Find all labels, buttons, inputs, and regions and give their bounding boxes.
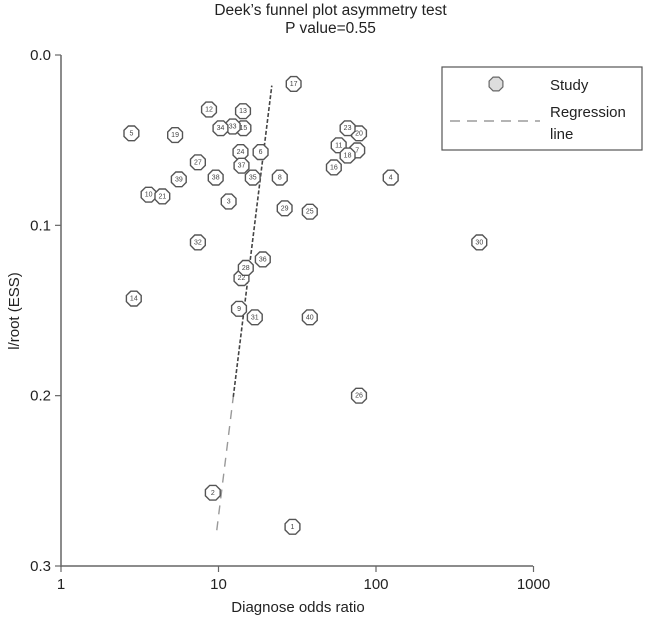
study-marker-24: 24 [232,143,249,161]
y-tick-label: 0.0 [30,47,51,64]
svg-text:19: 19 [171,132,179,139]
svg-text:32: 32 [194,239,202,246]
axes: 0.0 0.1 0.2 0.3 1 10 100 1000 Diagnose odds ra… [6,47,550,616]
svg-text:40: 40 [306,314,314,321]
svg-text:18: 18 [344,152,352,159]
svg-text:35: 35 [249,175,257,182]
svg-text:11: 11 [335,142,342,149]
chart-title: Deek’s funnel plot asymmetry test [214,2,447,19]
y-axis-title: l/root (ESS) [6,272,23,350]
svg-text:36: 36 [259,256,267,263]
y-tick-label: 0.3 [30,558,51,575]
svg-text:15: 15 [240,125,248,132]
svg-text:33: 33 [229,124,237,131]
svg-text:6: 6 [259,149,263,156]
svg-text:7: 7 [355,147,359,154]
study-marker-30: 30 [471,234,488,251]
study-marker-34: 34 [212,120,229,137]
svg-text:8: 8 [278,175,282,182]
legend-regression-label-line2: line [550,126,573,143]
study-marker-5: 5 [123,125,140,142]
chart-subtitle-p-value: P value=0.55 [285,20,376,37]
legend-study-circle-icon [488,76,504,92]
legend-regression-label: Regression [550,104,626,121]
svg-text:17: 17 [290,81,298,88]
svg-text:31: 31 [251,314,259,321]
legend: Study Regression line [441,66,643,151]
study-marker-14: 14 [125,290,142,307]
study-marker-21: 21 [154,188,171,205]
study-marker-3: 3 [220,193,237,210]
study-marker-17: 17 [285,75,302,93]
y-tick-label: 0.2 [30,388,51,405]
x-tick-label: 1000 [517,576,550,593]
study-marker-18: 18 [339,147,356,164]
study-marker-2: 2 [204,484,221,501]
study-marker-32: 32 [189,234,207,251]
svg-text:20: 20 [355,130,363,137]
svg-text:21: 21 [158,193,166,200]
svg-text:1: 1 [291,524,295,531]
study-marker-9: 9 [230,300,248,317]
svg-text:12: 12 [205,107,213,114]
x-tick-label: 10 [210,576,227,593]
study-marker-16: 16 [325,159,342,176]
study-marker-10: 10 [140,186,157,203]
study-marker-28: 28 [237,259,254,276]
study-marker-23: 23 [339,120,356,137]
x-tick-label: 1 [57,576,65,593]
legend-study-label: Study [550,77,589,94]
study-marker-6: 6 [252,143,269,161]
legend-box [441,66,643,151]
svg-text:2: 2 [211,490,215,497]
study-marker-1: 1 [284,518,301,535]
study-marker-27: 27 [189,154,207,171]
svg-text:28: 28 [242,265,250,272]
study-marker-8: 8 [271,169,288,186]
svg-text:9: 9 [237,306,241,313]
study-marker-25: 25 [301,203,318,220]
svg-text:4: 4 [389,175,393,182]
study-marker-19: 19 [166,126,184,144]
study-marker-37: 37 [233,157,250,174]
svg-text:14: 14 [130,296,138,303]
study-marker-4: 4 [382,169,399,186]
svg-text:29: 29 [281,205,289,212]
study-marker-38: 38 [207,169,224,186]
study-marker-13: 13 [234,103,252,120]
svg-text:23: 23 [344,125,352,132]
x-axis-title: Diagnose odds ratio [231,599,364,616]
study-marker-36: 36 [254,251,271,268]
regression-line [216,85,273,531]
study-marker-39: 39 [170,171,187,188]
svg-text:3: 3 [227,198,231,205]
study-marker-29: 29 [276,200,293,217]
svg-text:5: 5 [129,130,133,137]
svg-text:34: 34 [217,125,225,132]
study-marker-35: 35 [244,169,261,186]
svg-text:30: 30 [475,239,483,246]
y-tick-label: 0.1 [30,217,51,234]
svg-text:38: 38 [212,175,220,182]
x-tick-label: 100 [363,576,388,593]
svg-text:16: 16 [330,164,338,171]
svg-text:39: 39 [175,176,183,183]
study-marker-12: 12 [200,101,218,118]
svg-text:13: 13 [239,108,247,115]
svg-text:22: 22 [238,275,246,282]
svg-text:27: 27 [194,159,202,166]
svg-text:26: 26 [355,393,363,400]
svg-text:25: 25 [306,209,314,216]
study-marker-26: 26 [350,387,368,404]
svg-text:37: 37 [238,163,246,170]
svg-text:10: 10 [145,192,153,199]
study-marker-40: 40 [301,309,318,326]
study-marker-31: 31 [246,309,263,326]
svg-text:24: 24 [237,149,245,156]
